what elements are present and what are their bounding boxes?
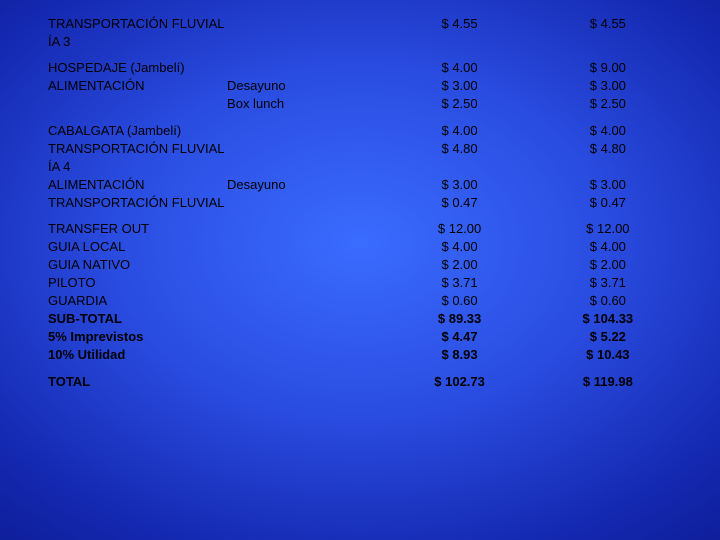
table-row: GUIA NATIVO $ 2.00$ 2.00 (48, 256, 682, 274)
row-amount-b: $ 4.80 (534, 139, 682, 157)
row-sublabel (227, 346, 385, 364)
row-label: GUIA LOCAL (48, 238, 227, 256)
row-amount-a: $ 4.80 (385, 139, 533, 157)
row-sublabel (227, 157, 385, 175)
table-row: Box lunch$ 2.50$ 2.50 (48, 95, 682, 113)
row-amount-a: $ 4.47 (385, 328, 533, 346)
row-sublabel (227, 310, 385, 328)
row-label: TRANSPORTACIÓN FLUVIAL (48, 139, 227, 157)
table-row: PILOTO $ 3.71$ 3.71 (48, 274, 682, 292)
row-amount-b: $ 0.47 (534, 193, 682, 211)
row-amount-a: $ 4.00 (385, 113, 533, 140)
row-amount-b: $ 5.22 (534, 328, 682, 346)
row-amount-a: $ 3.00 (385, 77, 533, 95)
row-label: TRANSFER OUT (48, 211, 227, 238)
row-amount-b: $ 4.00 (534, 113, 682, 140)
row-sublabel (227, 32, 385, 50)
table-row: CABALGATA (Jambelí) $ 4.00$ 4.00 (48, 113, 682, 140)
row-sublabel (227, 292, 385, 310)
row-amount-a (385, 32, 533, 50)
row-label: PILOTO (48, 274, 227, 292)
table-row: ALIMENTACIÓNDesayuno$ 3.00$ 3.00 (48, 77, 682, 95)
row-amount-a: $ 4.55 (385, 14, 533, 32)
row-amount-b: $ 119.98 (534, 364, 682, 391)
row-sublabel (227, 50, 385, 77)
row-amount-a: $ 102.73 (385, 364, 533, 391)
table-row: 5% Imprevistos $ 4.47$ 5.22 (48, 328, 682, 346)
row-label: TOTAL (48, 364, 227, 391)
row-amount-b: $ 2.50 (534, 95, 682, 113)
row-amount-b: $ 10.43 (534, 346, 682, 364)
row-amount-a: $ 12.00 (385, 211, 533, 238)
row-amount-a (385, 157, 533, 175)
table-row: GUIA LOCAL $ 4.00$ 4.00 (48, 238, 682, 256)
row-label (48, 95, 227, 113)
row-sublabel (227, 364, 385, 391)
table-row: HOSPEDAJE (Jambelí) $ 4.00$ 9.00 (48, 50, 682, 77)
row-sublabel (227, 211, 385, 238)
table-row: ALIMENTACIÓNDesayuno$ 3.00$ 3.00 (48, 175, 682, 193)
row-label: ÍA 4 (48, 157, 227, 175)
row-label: GUARDIA (48, 292, 227, 310)
table-row: TRANSFER OUT $ 12.00$ 12.00 (48, 211, 682, 238)
table-row: TRANSPORTACIÓN FLUVIAL $ 0.47$ 0.47 (48, 193, 682, 211)
row-amount-b: $ 4.00 (534, 238, 682, 256)
row-label: SUB-TOTAL (48, 310, 227, 328)
row-sublabel (227, 14, 385, 32)
table-row: TRANSPORTACIÓN FLUVIAL $ 4.80$ 4.80 (48, 139, 682, 157)
row-label: ALIMENTACIÓN (48, 77, 227, 95)
row-label: CABALGATA (Jambelí) (48, 113, 227, 140)
row-sublabel (227, 238, 385, 256)
cost-breakdown-table: TRANSPORTACIÓN FLUVIAL $ 4.55$ 4.55 ÍA 3HO… (48, 14, 682, 390)
row-amount-a: $ 4.00 (385, 50, 533, 77)
row-amount-b: $ 0.60 (534, 292, 682, 310)
row-sublabel: Box lunch (227, 95, 385, 113)
row-amount-b: $ 12.00 (534, 211, 682, 238)
row-amount-a: $ 3.71 (385, 274, 533, 292)
row-amount-b: $ 104.33 (534, 310, 682, 328)
row-sublabel (227, 193, 385, 211)
row-label: ÍA 3 (48, 32, 227, 50)
table-row: GUARDIA $ 0.60$ 0.60 (48, 292, 682, 310)
table-row: SUB-TOTAL $ 89.33$ 104.33 (48, 310, 682, 328)
row-amount-b: $ 2.00 (534, 256, 682, 274)
row-sublabel: Desayuno (227, 175, 385, 193)
row-label: 10% Utilidad (48, 346, 227, 364)
row-sublabel (227, 113, 385, 140)
row-sublabel (227, 328, 385, 346)
row-amount-b: $ 3.00 (534, 77, 682, 95)
table-row: TRANSPORTACIÓN FLUVIAL $ 4.55$ 4.55 (48, 14, 682, 32)
row-amount-b: $ 9.00 (534, 50, 682, 77)
row-sublabel (227, 256, 385, 274)
row-amount-a: $ 4.00 (385, 238, 533, 256)
row-amount-a: $ 2.00 (385, 256, 533, 274)
row-sublabel (227, 139, 385, 157)
row-amount-a: $ 2.50 (385, 95, 533, 113)
row-amount-b (534, 157, 682, 175)
table-row: 10% Utilidad $ 8.93$ 10.43 (48, 346, 682, 364)
row-amount-b: $ 3.00 (534, 175, 682, 193)
row-amount-a: $ 89.33 (385, 310, 533, 328)
table-row: ÍA 3 (48, 32, 682, 50)
row-amount-a: $ 0.47 (385, 193, 533, 211)
row-amount-a: $ 0.60 (385, 292, 533, 310)
table-row: ÍA 4 (48, 157, 682, 175)
row-sublabel (227, 274, 385, 292)
row-amount-b: $ 3.71 (534, 274, 682, 292)
row-label: TRANSPORTACIÓN FLUVIAL (48, 193, 227, 211)
row-sublabel: Desayuno (227, 77, 385, 95)
row-amount-a: $ 8.93 (385, 346, 533, 364)
row-amount-b: $ 4.55 (534, 14, 682, 32)
row-label: 5% Imprevistos (48, 328, 227, 346)
row-label: GUIA NATIVO (48, 256, 227, 274)
row-amount-a: $ 3.00 (385, 175, 533, 193)
row-label: ALIMENTACIÓN (48, 175, 227, 193)
row-label: TRANSPORTACIÓN FLUVIAL (48, 14, 227, 32)
row-amount-b (534, 32, 682, 50)
row-label: HOSPEDAJE (Jambelí) (48, 50, 227, 77)
table-row: TOTAL $ 102.73$ 119.98 (48, 364, 682, 391)
